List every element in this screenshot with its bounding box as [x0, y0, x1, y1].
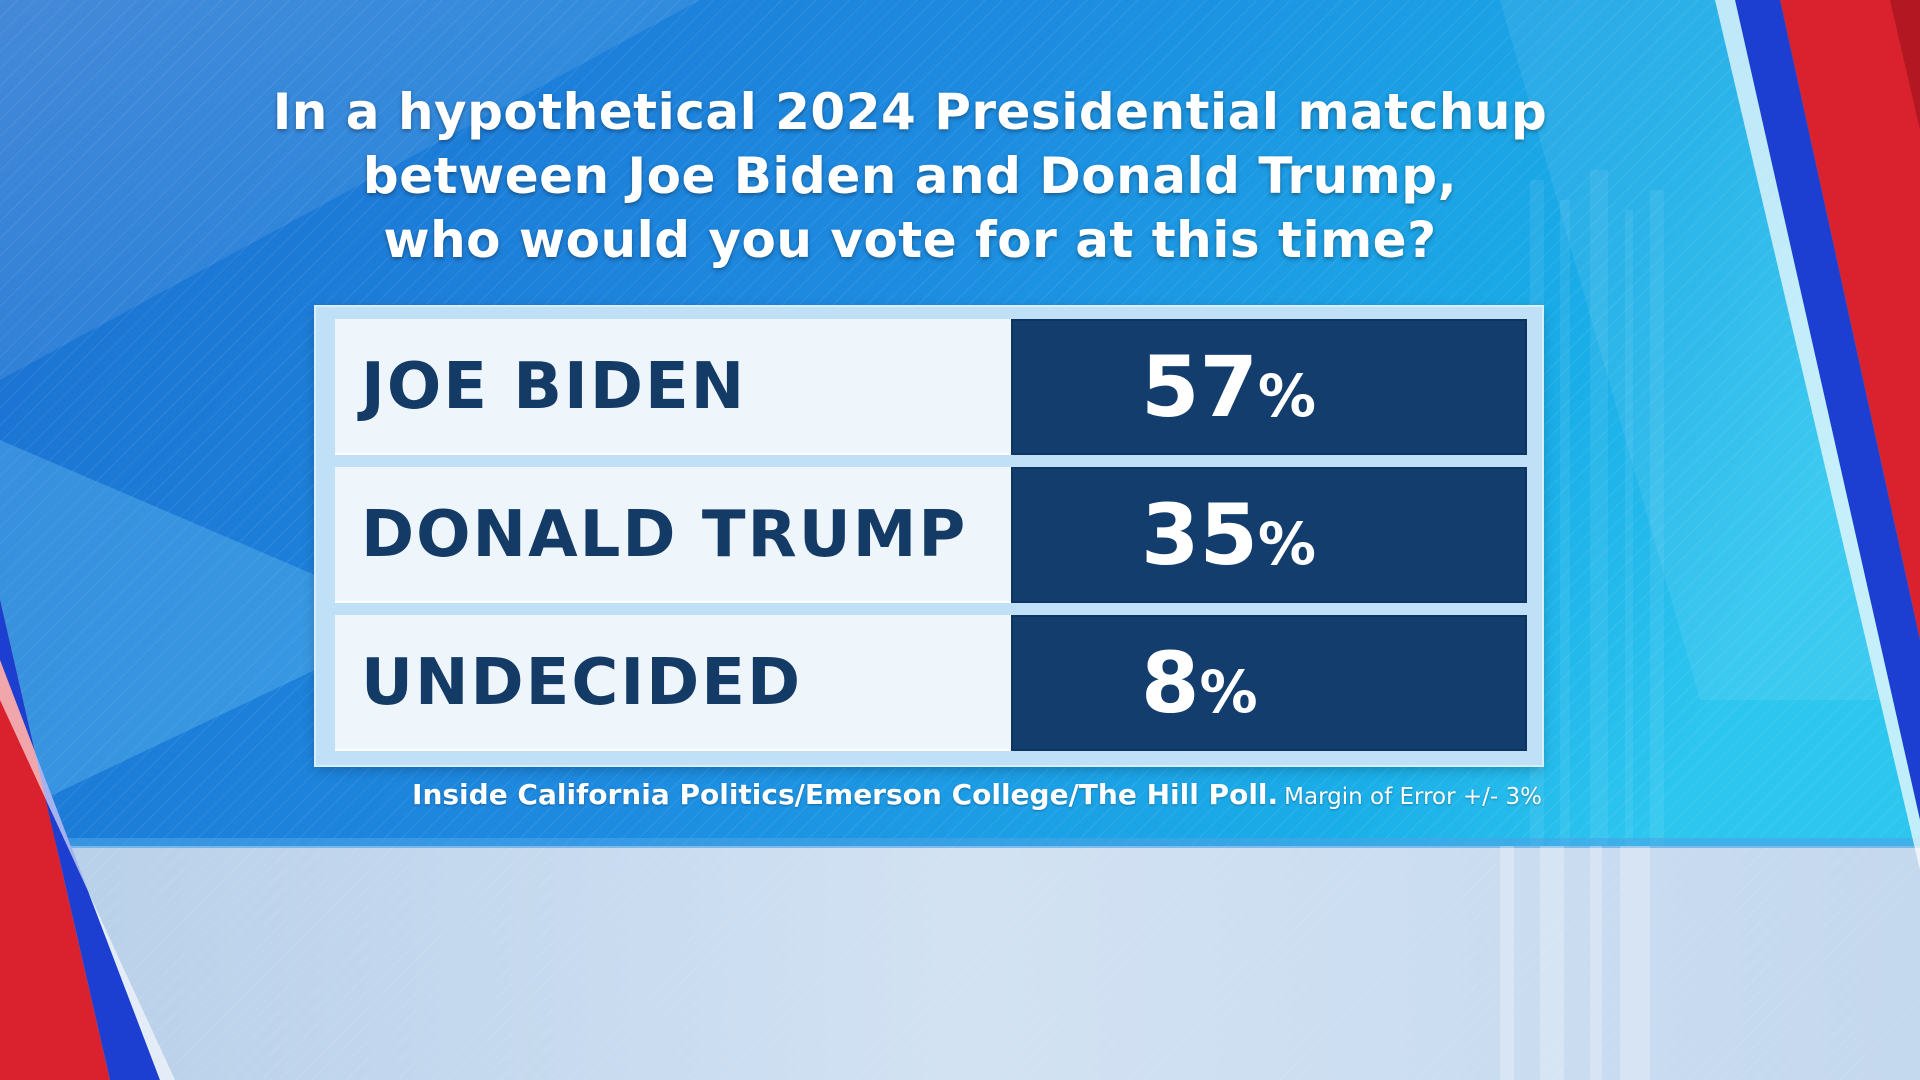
candidate-cell: JOE BIDEN — [335, 319, 1011, 455]
margin-of-error: Margin of Error +/- 3% — [1284, 784, 1542, 810]
candidate-cell: DONALD TRUMP — [335, 467, 1011, 603]
percent-sign: % — [1257, 362, 1317, 430]
value-number: 8 — [1141, 634, 1200, 732]
value-label: 57% — [1141, 319, 1316, 455]
value-label: 8% — [1141, 615, 1258, 751]
title-line: who would you vote for at this time? — [383, 211, 1437, 269]
candidate-cell: UNDECIDED — [335, 615, 1011, 751]
chart-title: In a hypothetical 2024 Presidential matc… — [210, 80, 1610, 272]
title-line: In a hypothetical 2024 Presidential matc… — [272, 83, 1548, 141]
percent-sign: % — [1199, 658, 1258, 726]
source-text: Inside California Politics/Emerson Colle… — [412, 778, 1279, 811]
value-number: 57 — [1141, 338, 1258, 436]
value-cell: 8% — [1011, 615, 1527, 751]
candidate-label: JOE BIDEN — [361, 350, 747, 424]
source-note: Inside California Politics/Emerson Colle… — [200, 778, 1542, 811]
table-row: UNDECIDED 8% — [335, 615, 1527, 751]
value-number: 35 — [1141, 486, 1258, 584]
candidate-label: DONALD TRUMP — [361, 498, 968, 572]
value-cell: 35% — [1011, 467, 1527, 603]
candidate-label: UNDECIDED — [361, 646, 803, 720]
table-row: DONALD TRUMP 35% — [335, 467, 1527, 603]
title-line: between Joe Biden and Donald Trump, — [362, 147, 1458, 205]
value-label: 35% — [1141, 467, 1316, 603]
value-cell: 57% — [1011, 319, 1527, 455]
table-row: JOE BIDEN 57% — [335, 319, 1527, 455]
results-table: JOE BIDEN 57% DONALD TRUMP 35% UNDECIDED… — [316, 307, 1542, 765]
percent-sign: % — [1257, 510, 1317, 578]
